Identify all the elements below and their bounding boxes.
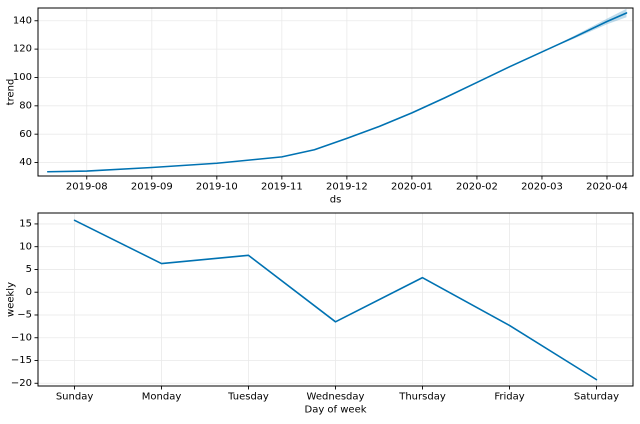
prophet-components-figure (0, 0, 640, 424)
page: { "figure": { "background": "#ffffff", "… (0, 0, 640, 424)
chart-canvas (0, 0, 640, 424)
